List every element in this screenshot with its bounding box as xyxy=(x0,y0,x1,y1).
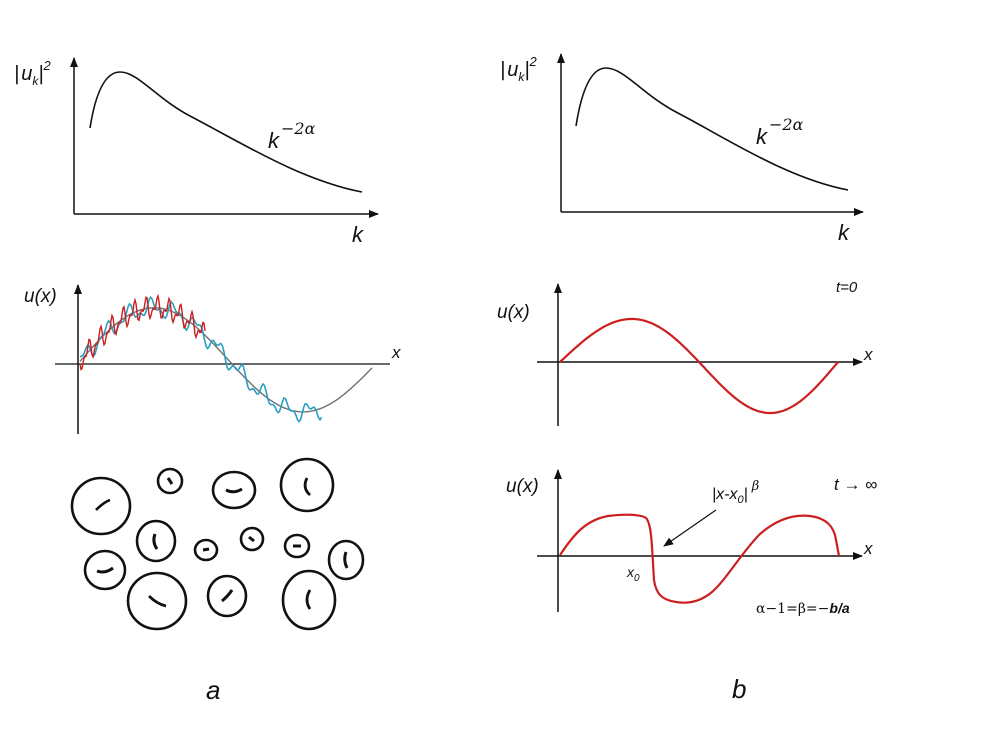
y-axis-label: u(x) xyxy=(506,476,539,497)
eddy-circle xyxy=(283,533,311,559)
eddy-circle xyxy=(211,470,257,510)
profile-plot-b-initial: u(x) x t=0 xyxy=(497,279,873,426)
eddy-circle xyxy=(327,539,365,581)
x-axis-label: x xyxy=(391,343,401,362)
x0-label: x0 xyxy=(626,564,640,584)
x-axis-label: x xyxy=(863,345,873,364)
spectrum-plot-a: | uk|2 k k −2α xyxy=(14,57,379,247)
annotation-arrow xyxy=(663,509,717,547)
singularity-annotation: |x-x0| β xyxy=(712,479,759,506)
eddy-circle xyxy=(126,571,188,631)
eddy-circle xyxy=(281,569,337,631)
panel-a: | uk|2 k k −2α u(x) x xyxy=(14,57,401,705)
panel-letter-a: a xyxy=(206,675,220,705)
panel-letter-b: b xyxy=(732,674,746,704)
y-axis-label: u(x) xyxy=(24,286,57,307)
spectrum-curve xyxy=(89,71,363,193)
singular-profile-curve xyxy=(559,513,841,604)
y-axis-label: | uk|2 xyxy=(14,58,52,88)
eddy-circle xyxy=(193,538,219,562)
x-axis-label: x xyxy=(863,539,873,558)
panel-b: | uk|2 k k −2α u(x) x t=0 u(x) x t → ∞ x0 xyxy=(497,53,877,704)
eddy-circle xyxy=(279,457,335,513)
power-law-label: k −2α xyxy=(268,119,316,153)
eddy-circle xyxy=(206,574,248,618)
y-axis-label: | uk|2 xyxy=(500,54,538,84)
profile-plot-b-asymptotic: u(x) x t → ∞ x0 |x-x0| β α−1=β=−b/a xyxy=(506,469,877,617)
spectrum-curve xyxy=(575,67,849,191)
initial-sine-profile xyxy=(559,317,839,415)
perturbed-profile-curve-blue xyxy=(79,295,323,423)
power-law-label: k −2α xyxy=(756,115,804,149)
profile-plot-a: u(x) x xyxy=(24,284,401,434)
smooth-profile-curve xyxy=(79,307,373,413)
spectrum-plot-b: | uk|2 k k −2α xyxy=(500,53,864,245)
eddy-circle xyxy=(83,549,127,591)
time-label: t=0 xyxy=(836,279,858,296)
time-label: t → ∞ xyxy=(834,475,877,494)
eddy-circle xyxy=(70,476,132,536)
exponent-relation: α−1=β=−b/a xyxy=(756,600,850,617)
eddy-circle xyxy=(156,467,184,495)
x-axis-label: k xyxy=(838,220,850,245)
eddy-circles xyxy=(70,457,365,631)
perturbed-profile-curve-red xyxy=(79,293,206,371)
eddy-circle xyxy=(135,519,177,563)
y-axis-label: u(x) xyxy=(497,302,530,323)
eddy-circle xyxy=(239,526,265,552)
x-axis-label: k xyxy=(352,222,364,247)
